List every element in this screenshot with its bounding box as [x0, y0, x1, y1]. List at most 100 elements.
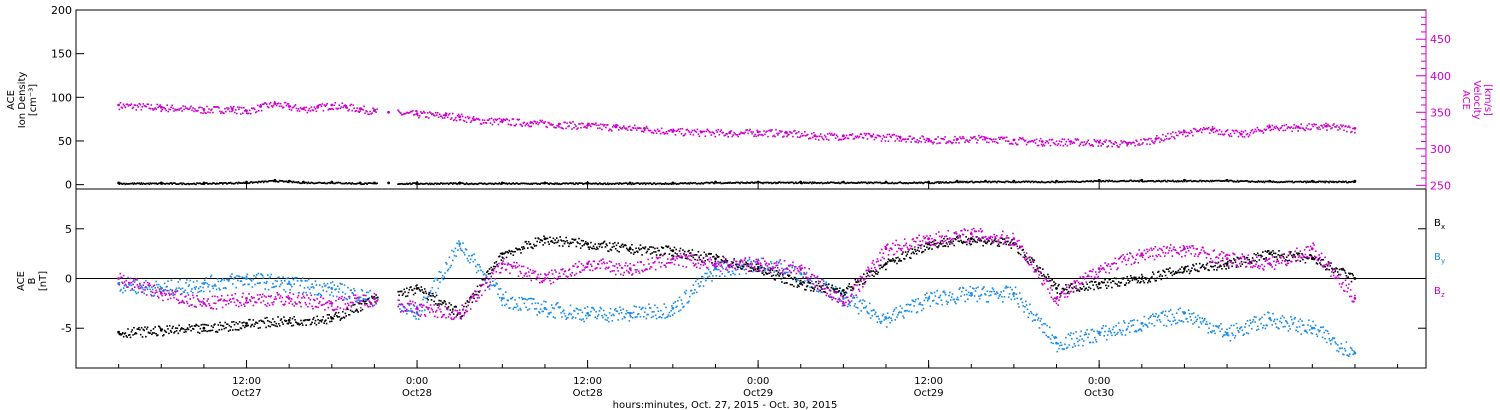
by-series-point: [678, 296, 681, 299]
by-series-point: [461, 249, 463, 252]
by-series-point: [262, 277, 265, 279]
density-series-point: [1120, 180, 1122, 182]
density-series-point: [597, 183, 599, 186]
density-series-point: [581, 182, 583, 184]
density-series-point: [440, 182, 443, 184]
velocity-series-point: [825, 138, 828, 140]
velocity-series-point: [496, 118, 499, 121]
by-series-point: [1151, 322, 1153, 325]
velocity-series-marker: [756, 130, 760, 134]
velocity-series-point: [648, 129, 651, 132]
by-series-point: [568, 312, 571, 315]
by-series-point: [357, 299, 359, 301]
by-series-point: [1125, 329, 1128, 331]
bx-series-point: [564, 240, 567, 243]
velocity-series-point: [1085, 142, 1088, 145]
velocity-series-point: [640, 130, 643, 133]
by-series-point: [453, 254, 456, 257]
velocity-series-point: [417, 114, 419, 117]
velocity-series-point: [1130, 143, 1132, 145]
velocity-series-point: [777, 134, 779, 136]
by-series-point: [804, 280, 806, 282]
velocity-series-point: [1273, 126, 1276, 128]
by-series-point: [1179, 307, 1181, 310]
density-series-point: [354, 183, 356, 185]
by-series-point: [225, 287, 227, 290]
by-series-point: [869, 317, 872, 319]
by-series-point: [232, 283, 234, 285]
velocity-series-point: [398, 110, 400, 113]
by-series-point: [1007, 286, 1009, 288]
by-series-point: [1227, 334, 1229, 337]
by-series-point: [514, 299, 516, 301]
by-series-point: [1048, 336, 1050, 338]
density-series-point: [557, 183, 559, 185]
by-series-point: [840, 290, 843, 293]
density-series-point: [196, 182, 198, 184]
density-series-point: [1230, 179, 1233, 182]
velocity-series-point: [1110, 141, 1112, 144]
by-series-point: [252, 278, 255, 281]
by-series-point: [481, 271, 484, 273]
velocity-series-point: [910, 141, 912, 143]
density-series-point: [1037, 181, 1040, 183]
velocity-series-point: [1029, 140, 1032, 143]
bx-series-point: [291, 317, 294, 320]
by-series-point: [1058, 347, 1060, 350]
density-series-point: [806, 182, 808, 184]
by-series-point: [222, 287, 225, 289]
density-series-point: [972, 181, 974, 184]
density-series-point: [877, 181, 880, 184]
density-series-point: [605, 183, 607, 185]
by-series-point: [649, 307, 652, 309]
density-series-point: [1203, 180, 1206, 182]
by-series-point: [128, 283, 130, 286]
velocity-series-point: [247, 112, 250, 115]
by-series-point: [682, 306, 684, 309]
by-series-point: [1284, 325, 1286, 328]
velocity-series-point: [1088, 143, 1091, 145]
by-series-point: [1215, 325, 1217, 327]
by-series-point: [1103, 335, 1105, 337]
density-series-point: [991, 181, 993, 183]
by-series-point: [1266, 324, 1268, 327]
density-series-point: [674, 182, 677, 185]
density-series-point: [186, 183, 188, 185]
velocity-series-point: [529, 125, 532, 128]
velocity-series-point: [254, 111, 257, 114]
velocity-series-point: [236, 112, 238, 115]
by-series-point: [672, 314, 674, 316]
velocity-series-point: [722, 131, 724, 134]
by-series-point: [752, 270, 754, 273]
by-series-point: [205, 277, 208, 279]
bx-series-point: [288, 321, 290, 324]
by-series-point: [822, 280, 825, 283]
by-series-point: [526, 298, 528, 301]
density-series-point: [650, 183, 653, 186]
bx-series-point: [769, 269, 771, 272]
density-series-point: [645, 182, 648, 185]
velocity-series-point: [296, 109, 299, 112]
by-series-marker: [202, 282, 206, 285]
density-series-point: [837, 181, 840, 184]
by-series-point: [631, 312, 633, 314]
velocity-series-point: [427, 112, 429, 114]
velocity-series-point: [677, 128, 680, 131]
by-series-point: [1047, 336, 1049, 338]
bx-series-point: [545, 237, 548, 240]
density-series-point: [540, 182, 542, 184]
velocity-series-point: [1054, 143, 1057, 146]
density-series-point: [444, 182, 447, 185]
density-series-point: [827, 182, 830, 184]
velocity-series-point: [444, 112, 447, 114]
velocity-series-point: [584, 125, 586, 128]
density-series-point: [879, 181, 882, 184]
top-right-tick-label: 400: [1430, 70, 1451, 83]
bx-series-point: [793, 285, 795, 288]
density-series-point: [1198, 179, 1201, 182]
velocity-series-point: [240, 113, 242, 115]
velocity-series-point: [1238, 132, 1241, 134]
density-series-point: [723, 182, 725, 184]
bx-series-point: [546, 237, 549, 240]
velocity-series-point: [1072, 141, 1075, 143]
